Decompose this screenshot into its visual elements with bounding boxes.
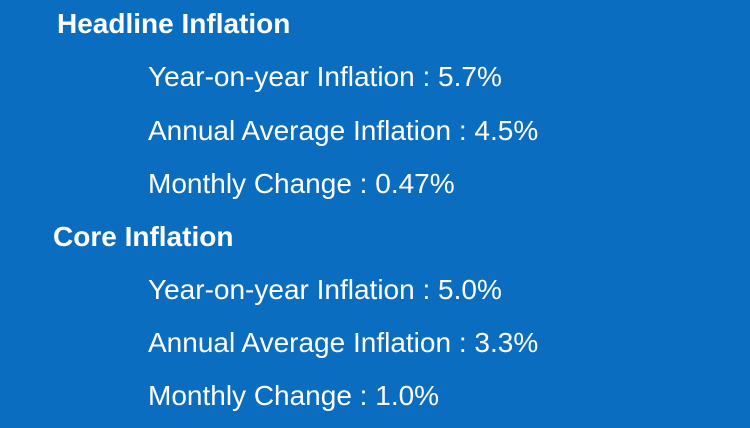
section-heading: Headline Inflation [57,8,291,39]
item: Year-on-year Inflation : 5.7% [148,61,502,92]
section-heading: Core Inflation [53,221,234,252]
item: Annual Average Inflation : 4.5% [148,115,539,146]
item: Annual Average Inflation : 3.3% [148,327,539,358]
item: Monthly Change : 1.0% [148,380,440,411]
item: Year-on-year Inflation : 5.0% [148,274,502,305]
item: Monthly Change : 0.47% [148,168,455,199]
